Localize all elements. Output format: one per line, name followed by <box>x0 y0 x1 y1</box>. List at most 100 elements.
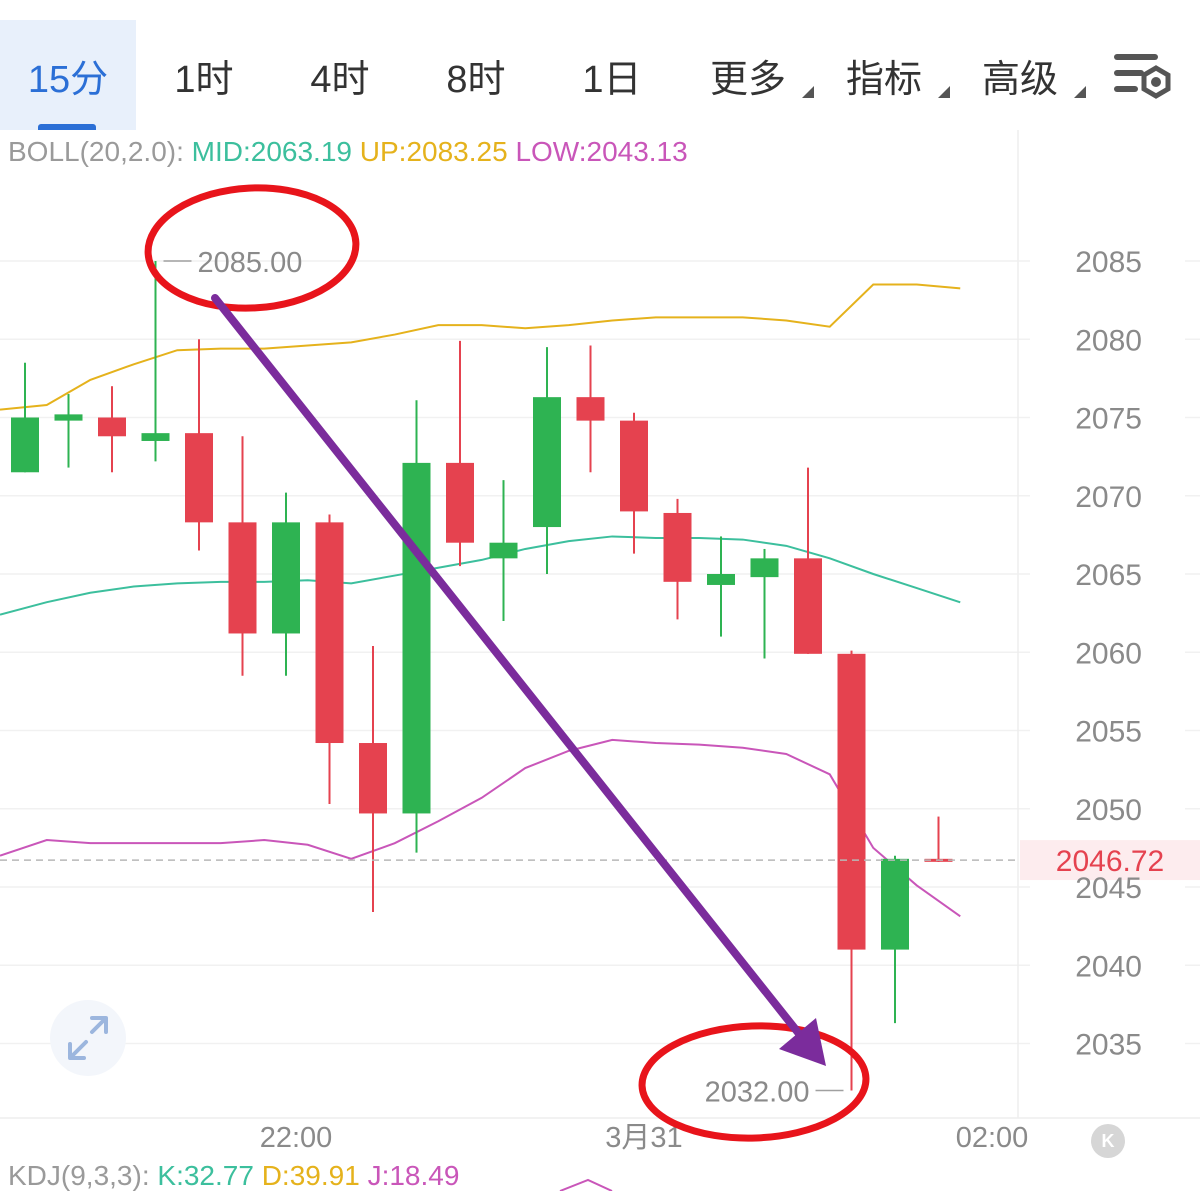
candle-4 <box>185 339 213 551</box>
low-annotation-circle <box>638 1022 870 1142</box>
candle-18 <box>794 467 822 654</box>
tab-5[interactable]: 更多 <box>680 20 816 130</box>
candle-body <box>54 414 83 421</box>
boll-legend-mid: MID:2063.19 <box>191 136 352 167</box>
y-tick-label: 2040 <box>1075 950 1142 983</box>
tab-label: 指标 <box>845 58 922 101</box>
candle-12 <box>533 347 561 574</box>
annotations <box>144 184 870 1191</box>
candle-21 <box>924 816 953 862</box>
price-markers: 2046.72 2085.00 2032.00 <box>0 247 1200 1108</box>
tab-label: 4时 <box>310 58 370 101</box>
axes: 2085 2080 2075 2070 2065 2060 2055 2050 2045 2040… <box>260 246 1142 1154</box>
candle-14 <box>620 412 648 554</box>
tab-7[interactable]: 高级 <box>952 20 1088 130</box>
current-price-label: 2046.72 <box>1056 845 1164 878</box>
tab-label: 1时 <box>174 58 234 101</box>
y-tick-label: 2055 <box>1075 716 1142 749</box>
candle-body <box>837 653 866 950</box>
kdj-legend-name: KDJ(9,3,3): <box>8 1160 150 1191</box>
x-tick-label: 22:00 <box>260 1122 333 1154</box>
tab-1[interactable]: 1时 <box>136 20 272 130</box>
candle-body <box>98 417 126 437</box>
y-tick-label: 2050 <box>1075 794 1142 827</box>
tab-6[interactable]: 指标 <box>816 20 952 130</box>
candles <box>11 261 953 1091</box>
x-tick-label: 02:00 <box>956 1122 1029 1154</box>
candle-7 <box>315 514 344 805</box>
tab-2[interactable]: 4时 <box>272 20 408 130</box>
candle-0 <box>11 362 39 473</box>
y-tick-label: 2080 <box>1075 324 1142 357</box>
candle-5 <box>228 436 257 676</box>
chart-settings-icon <box>1114 54 1171 99</box>
y-tick-label: 2065 <box>1075 559 1142 592</box>
candle-body <box>576 397 605 421</box>
tab-0[interactable]: 15分 <box>0 20 136 130</box>
chart-settings-button[interactable] <box>1110 48 1176 108</box>
kdj-legend-d: D:39.91 <box>261 1160 360 1191</box>
y-tick-label: 2075 <box>1075 403 1142 436</box>
trend-arrow-head <box>779 1018 826 1066</box>
candle-body <box>185 433 213 523</box>
candle-15 <box>663 498 692 620</box>
y-tick-label: 2085 <box>1075 246 1142 279</box>
dropdown-caret-icon <box>802 86 814 98</box>
dropdown-caret-icon <box>938 86 950 98</box>
candle-body <box>533 397 561 528</box>
candle-body <box>620 420 648 512</box>
tab-label: 更多 <box>709 58 786 101</box>
candle-body <box>881 858 909 950</box>
candle-3 <box>141 261 170 462</box>
candle-16 <box>707 536 735 637</box>
candle-8 <box>359 645 387 913</box>
candle-body <box>359 743 387 814</box>
x-tick-label: 3月31 <box>605 1122 682 1154</box>
candle-body <box>707 574 735 585</box>
high-marker-label: 2085.00 <box>198 247 303 279</box>
tab-label: 1日 <box>582 58 642 101</box>
kdj-j-line-fragment <box>559 1178 613 1191</box>
candle-body <box>272 522 300 634</box>
candle-2 <box>98 386 126 473</box>
boll-legend-name: BOLL(20,2.0): <box>8 136 184 167</box>
tab-3[interactable]: 8时 <box>408 20 544 130</box>
kdj-legend-j: J:18.49 <box>367 1160 460 1191</box>
candle-20 <box>881 855 909 1024</box>
boll-legend: BOLL(20,2.0): MID:2063.19 UP:2083.25 LOW… <box>8 136 688 168</box>
candle-19 <box>837 650 866 1091</box>
candle-body <box>11 417 39 473</box>
candle-body <box>794 558 822 654</box>
candle-17 <box>750 548 779 659</box>
dropdown-caret-icon <box>1074 86 1086 98</box>
boll-legend-up: UP:2083.25 <box>359 136 508 167</box>
candle-9 <box>402 400 431 853</box>
tab-label: 15分 <box>27 58 109 101</box>
low-marker-label: 2032.00 <box>705 1076 810 1108</box>
candle-body <box>489 542 518 559</box>
timeframe-tab-bar: 15分 1时 4时 8时 1日 更多 指标 高级 <box>0 0 1200 130</box>
trend-arrow-shaft <box>211 294 804 1039</box>
candle-body <box>315 522 344 744</box>
expand-chart-button[interactable] <box>50 1000 126 1076</box>
kdj-legend-k: K:32.77 <box>157 1160 254 1191</box>
candle-body <box>228 522 257 634</box>
kdj-legend: KDJ(9,3,3): K:32.77 D:39.91 J:18.49 <box>8 1160 459 1192</box>
y-tick-label: 2035 <box>1075 1029 1142 1062</box>
candle-13 <box>576 345 605 473</box>
boll-legend-low: LOW:2043.13 <box>515 136 688 167</box>
expand-arrows-icon <box>68 1016 108 1060</box>
candle-6 <box>272 492 300 676</box>
boll-bands <box>0 283 961 918</box>
active-tab-indicator <box>38 124 96 130</box>
boll-up-line <box>0 283 961 411</box>
tab-4[interactable]: 1日 <box>544 20 680 130</box>
candle-body <box>750 558 779 578</box>
candle-1 <box>54 394 83 468</box>
y-tick-label: 2070 <box>1075 481 1142 514</box>
y-tick-label: 2045 <box>1075 872 1142 905</box>
candle-body <box>141 433 170 441</box>
scroll-to-latest-button[interactable]: K <box>1091 1124 1125 1158</box>
boll-mid-line <box>0 535 961 616</box>
